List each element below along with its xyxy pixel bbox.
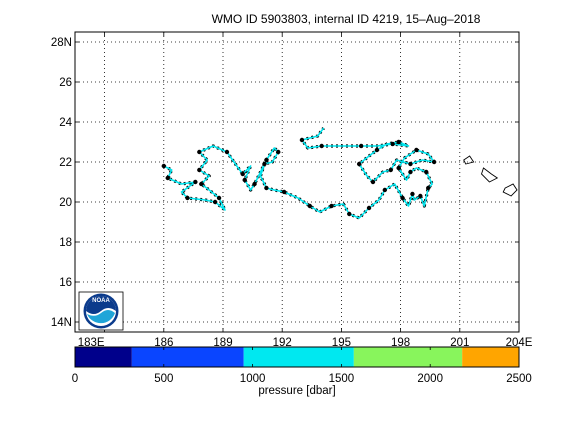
profile-point xyxy=(370,179,376,185)
y-tick-label: 16 xyxy=(59,277,72,289)
x-tick-label: 183E xyxy=(78,337,105,349)
y-tick-label: 20 xyxy=(59,197,72,209)
x-tick-label: 192 xyxy=(273,337,292,349)
profile-point xyxy=(358,143,364,149)
profile-point xyxy=(347,211,352,217)
profile-point xyxy=(382,187,388,193)
logo-sky xyxy=(86,296,116,314)
island-outline xyxy=(480,167,499,183)
y-tick-label: 14N xyxy=(51,317,72,329)
profile-point xyxy=(374,147,380,153)
colorbar-label: pressure [dbar] xyxy=(258,385,335,397)
logo-wave xyxy=(87,310,115,324)
profile-point xyxy=(224,149,230,155)
x-tick-label: 198 xyxy=(391,337,410,349)
profile-point xyxy=(242,177,247,183)
plot-area-frame xyxy=(74,31,520,333)
x-tick-label: 189 xyxy=(213,337,232,349)
profile-point xyxy=(424,169,429,175)
colorbar-segment xyxy=(353,347,463,367)
profile-point xyxy=(329,203,334,209)
y-tick-label: 18 xyxy=(59,237,72,249)
profile-point xyxy=(264,157,269,163)
x-tick-label: 204E xyxy=(506,337,533,349)
profile-point xyxy=(161,163,166,169)
profile-point xyxy=(281,189,287,195)
colorbar-segment xyxy=(462,347,519,367)
track-line xyxy=(163,127,435,219)
logo-text: NOAA xyxy=(92,298,110,304)
profile-point xyxy=(262,161,267,167)
profile-point xyxy=(431,159,437,165)
profile-point xyxy=(408,169,413,175)
profile-point xyxy=(388,167,393,173)
chart-title: WMO ID 5903803, internal ID 4219, 15–Aug… xyxy=(212,12,481,26)
profile-point xyxy=(212,199,218,205)
colorbar-frame xyxy=(74,346,520,368)
colorbar-ticks: 0 500 1000 1500 2000 2500 xyxy=(72,347,532,385)
colorbar-tick-label: 1500 xyxy=(329,373,355,385)
profile-point xyxy=(390,141,395,147)
profile-point xyxy=(366,205,372,211)
profile-point xyxy=(240,171,245,177)
profile-point xyxy=(252,181,257,187)
colorbar-segments xyxy=(75,347,519,367)
colorbar-tick-label: 2000 xyxy=(417,373,443,385)
y-tick-label: 26 xyxy=(59,77,72,89)
profile-point xyxy=(396,165,401,171)
island-outline xyxy=(502,183,518,197)
profile-point xyxy=(197,149,202,155)
colorbar-segment xyxy=(243,347,354,367)
profile-point xyxy=(408,161,413,167)
colorbar-tick-label: 0 xyxy=(72,373,78,385)
profile-point xyxy=(414,147,419,153)
profile-point xyxy=(299,137,305,143)
profile-point xyxy=(165,175,170,181)
profile-point xyxy=(264,185,269,191)
profile-point xyxy=(400,195,405,201)
colorbar-segment xyxy=(75,347,132,367)
grid xyxy=(75,32,520,332)
colorbar-tick-label: 2500 xyxy=(506,373,532,385)
y-tick-label: 24 xyxy=(59,117,72,129)
y-tick-label: 28N xyxy=(51,37,72,49)
x-tick-label: 195 xyxy=(332,337,351,349)
x-tick-label: 186 xyxy=(154,337,173,349)
island-outline xyxy=(463,155,475,165)
profile-point xyxy=(410,191,415,197)
profile-point xyxy=(193,179,198,185)
islands xyxy=(463,155,518,197)
noaa-logo: NOAA xyxy=(78,291,124,331)
profile-point xyxy=(197,167,202,173)
y-tick-label: 22 xyxy=(59,157,72,169)
profile-point xyxy=(276,149,281,155)
colorbar-tick-label: 500 xyxy=(154,373,173,385)
x-tick-label: 201 xyxy=(450,337,469,349)
profile-markers xyxy=(161,137,437,217)
colorbar-segment xyxy=(131,347,244,367)
profile-point xyxy=(319,143,324,149)
profile-point xyxy=(356,161,362,167)
profile-point xyxy=(199,181,204,187)
profile-point xyxy=(418,193,423,199)
colorbar: 0 500 1000 1500 2000 2500 pressure [dbar] xyxy=(72,346,532,397)
profile-point xyxy=(307,203,313,209)
profile-point xyxy=(426,185,431,191)
colorbar-tick-label: 1000 xyxy=(240,373,266,385)
profile-point xyxy=(396,139,401,145)
x-axis-ticks: 183E 186 189 192 195 198 201 204E xyxy=(78,32,533,349)
profile-point xyxy=(216,195,222,201)
float-track xyxy=(163,127,436,220)
profile-point xyxy=(185,195,190,201)
y-axis-ticks: 14N 16 18 20 22 24 26 28N xyxy=(51,37,519,329)
